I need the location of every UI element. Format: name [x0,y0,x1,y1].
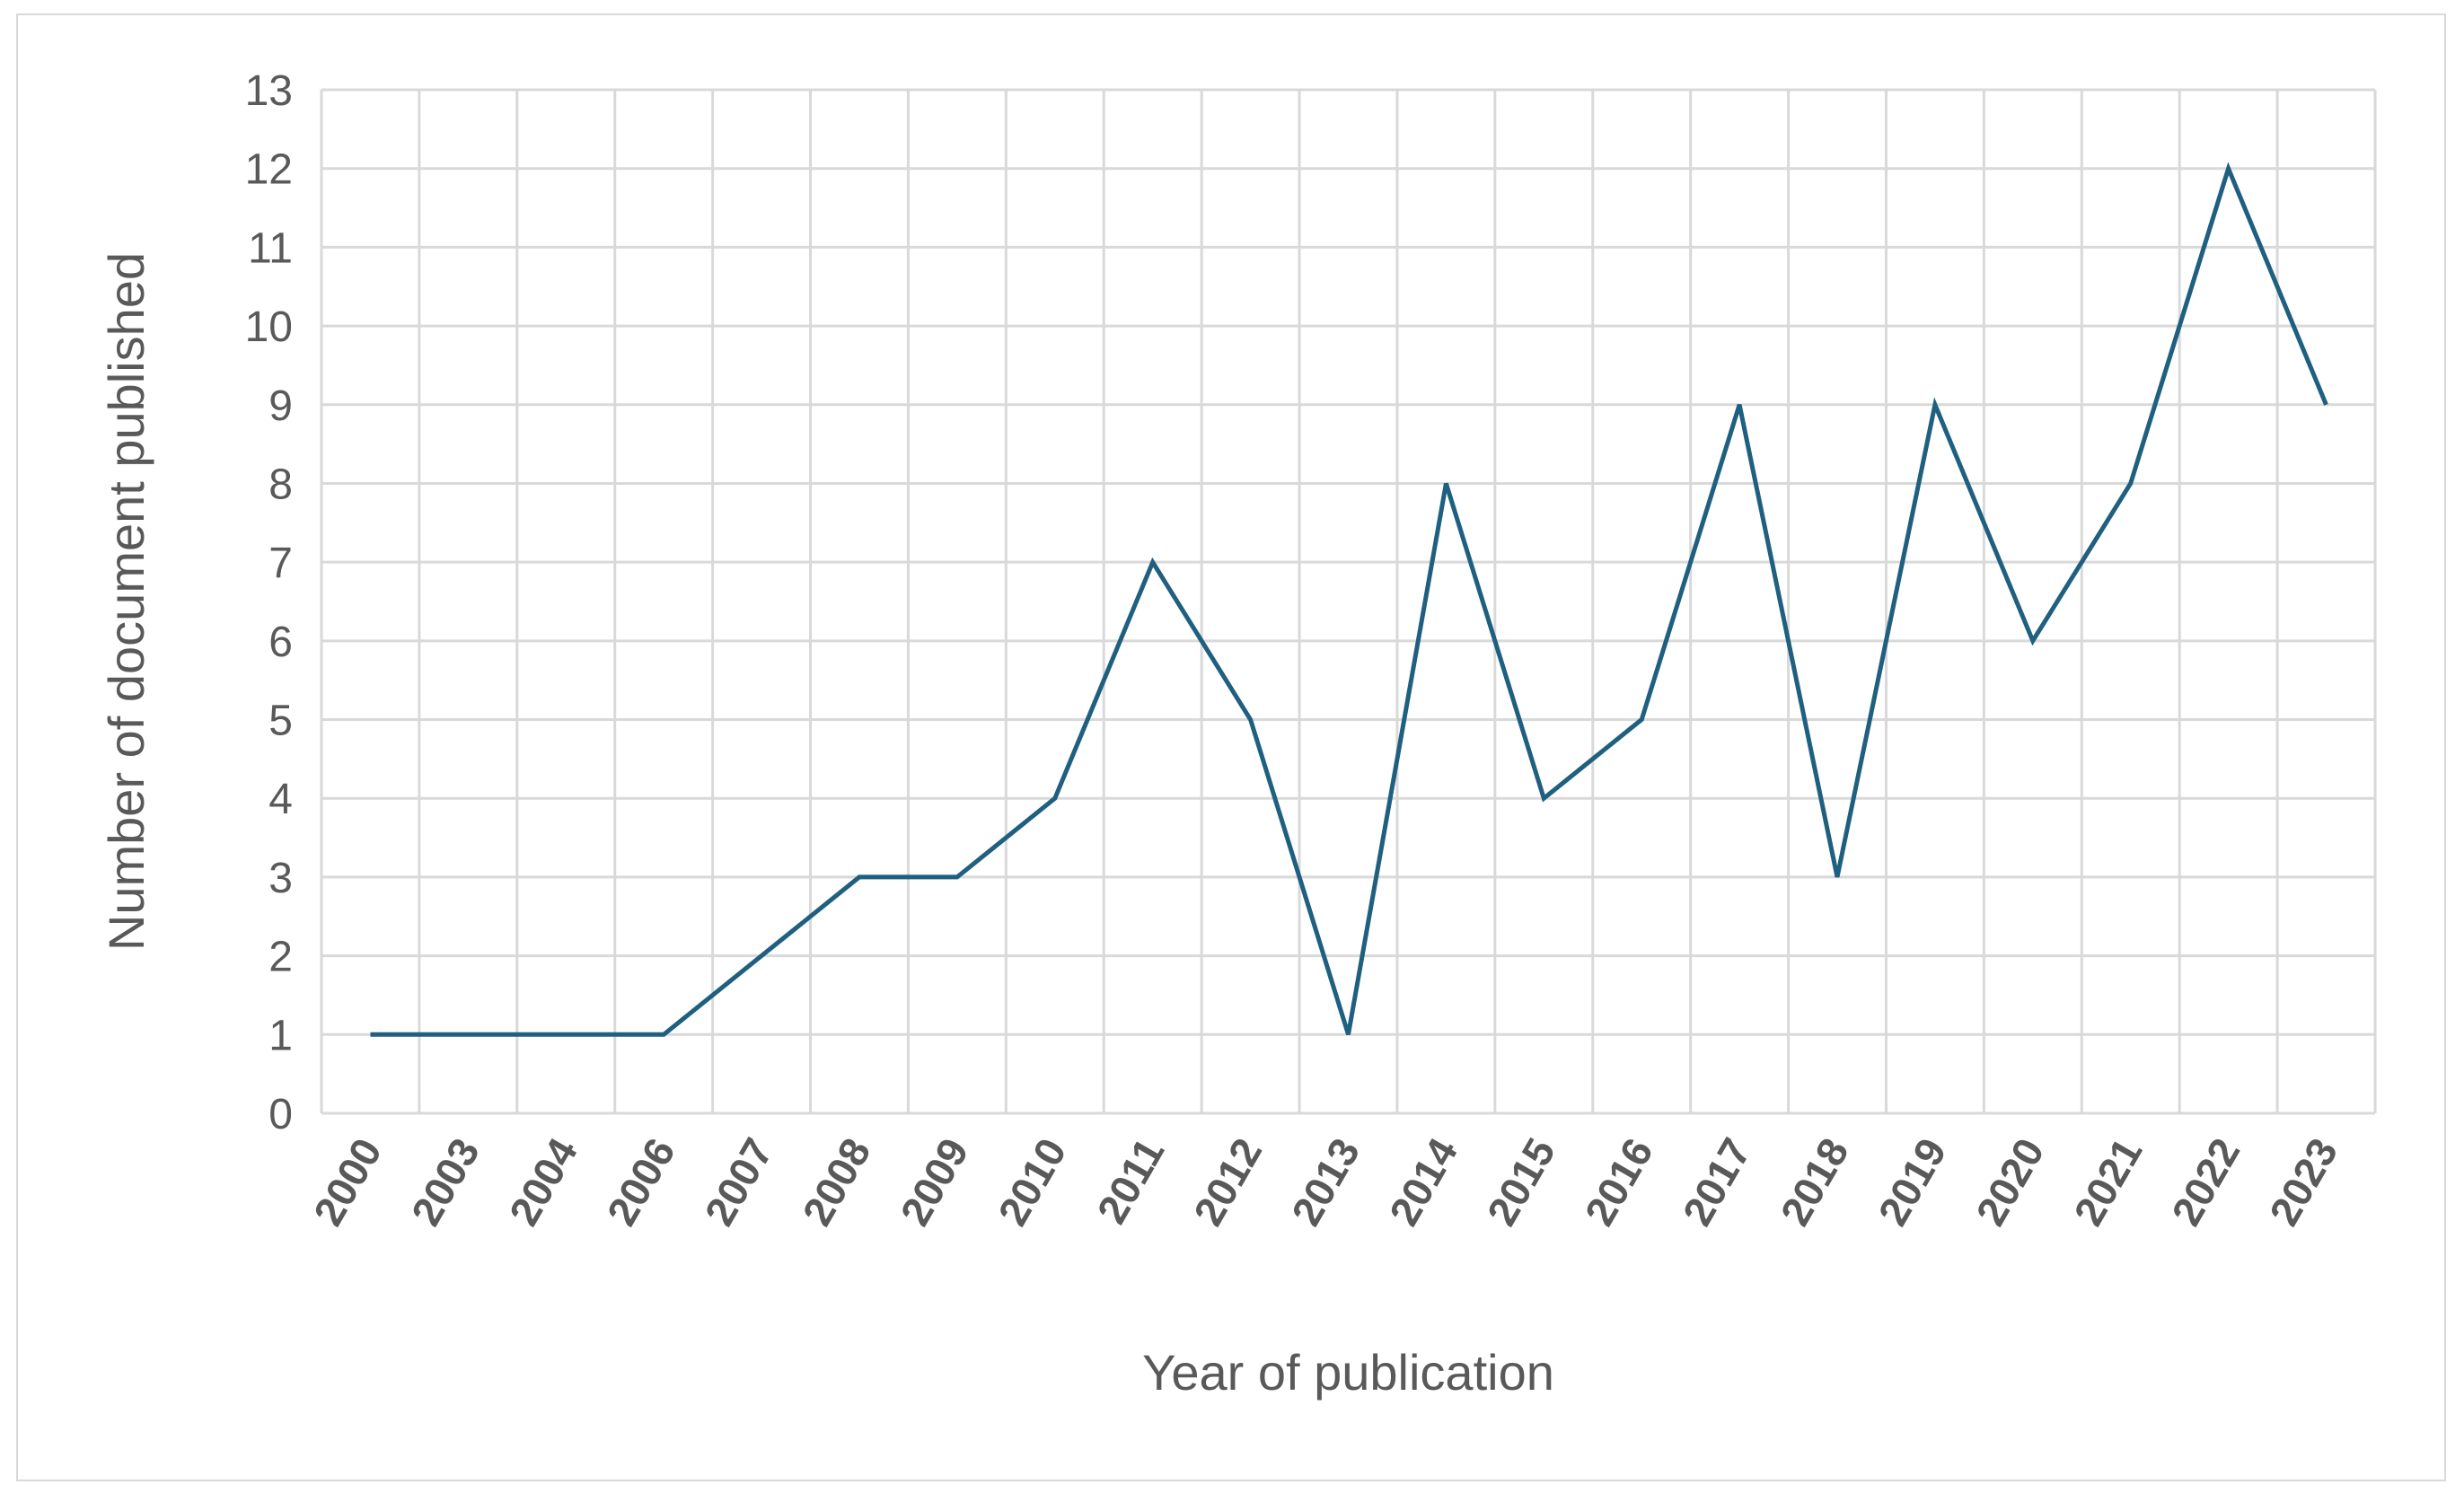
chart-frame [16,13,2446,1481]
y-tick-label: 10 [245,303,293,351]
y-tick-label: 5 [268,698,293,745]
y-tick-label: 11 [248,224,293,272]
y-tick-label: 6 [268,619,293,666]
y-tick-label: 9 [268,382,293,430]
x-tick-label: 2010 [989,1130,1075,1234]
gridlines [320,88,2377,1115]
series-layer [370,162,2328,1037]
x-tick-label: 2019 [1869,1130,1955,1234]
y-tick-label: 8 [268,461,293,508]
y-tick-label: 12 [245,146,293,194]
x-tick-label: 2004 [500,1130,586,1234]
x-tick-label: 2012 [1184,1130,1271,1234]
x-tick-label: 2022 [2162,1130,2248,1234]
y-tick-label: 13 [245,67,293,115]
x-axis-ticks: 2000 2003 2004 2006 2007 2008 2009 2010 2011 2012… [304,1130,2346,1234]
x-tick-label: 2003 [402,1130,488,1234]
y-tick-label: 7 [268,540,293,587]
x-tick-label: 2016 [1576,1130,1662,1234]
x-tick-label: 2017 [1674,1130,1760,1234]
series-line [370,162,2328,1037]
y-tick-label: 2 [268,934,293,981]
y-tick-label: 3 [268,855,293,902]
y-tick-label: 0 [268,1091,293,1138]
y-tick-label: 4 [268,776,293,823]
y-axis-title: Number of document published [98,252,154,951]
x-axis-title: Year of publication [1142,1344,1554,1401]
x-tick-label: 2014 [1380,1130,1466,1234]
x-tick-label: 2018 [1771,1130,1857,1234]
x-tick-label: 2021 [2064,1130,2151,1234]
x-tick-label: 2000 [304,1130,391,1234]
x-tick-label: 2008 [793,1130,879,1234]
x-tick-label: 2011 [1087,1130,1173,1231]
x-tick-label: 2020 [1967,1130,2053,1234]
x-tick-label: 2006 [598,1130,684,1234]
x-tick-label: 2009 [891,1130,977,1234]
x-tick-label: 2023 [2260,1130,2346,1234]
x-tick-label: 2013 [1282,1130,1368,1234]
y-tick-label: 1 [268,1012,293,1059]
x-tick-label: 2015 [1478,1130,1564,1234]
x-tick-label: 2007 [696,1130,782,1234]
